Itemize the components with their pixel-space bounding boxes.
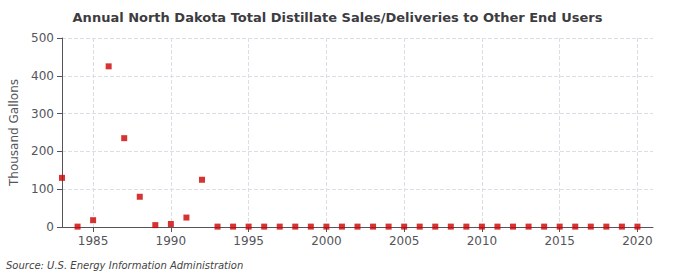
svg-text:200: 200 <box>31 144 54 158</box>
svg-text:2010: 2010 <box>467 234 498 248</box>
svg-text:2020: 2020 <box>622 234 653 248</box>
svg-text:500: 500 <box>31 31 54 45</box>
svg-text:Source: U.S. Energy Informatio: Source: U.S. Energy Information Administ… <box>6 260 243 271</box>
svg-text:0: 0 <box>46 220 54 234</box>
svg-text:1995: 1995 <box>233 234 264 248</box>
svg-text:Annual North Dakota Total Dist: Annual North Dakota Total Distillate Sal… <box>73 10 603 25</box>
svg-text:300: 300 <box>31 107 54 121</box>
svg-text:2005: 2005 <box>389 234 420 248</box>
svg-text:Thousand Gallons: Thousand Gallons <box>7 79 21 187</box>
svg-text:2015: 2015 <box>544 234 575 248</box>
svg-text:1985: 1985 <box>78 234 109 248</box>
svg-text:400: 400 <box>31 69 54 83</box>
svg-text:100: 100 <box>31 182 54 196</box>
svg-text:2000: 2000 <box>311 234 342 248</box>
svg-text:1990: 1990 <box>156 234 187 248</box>
